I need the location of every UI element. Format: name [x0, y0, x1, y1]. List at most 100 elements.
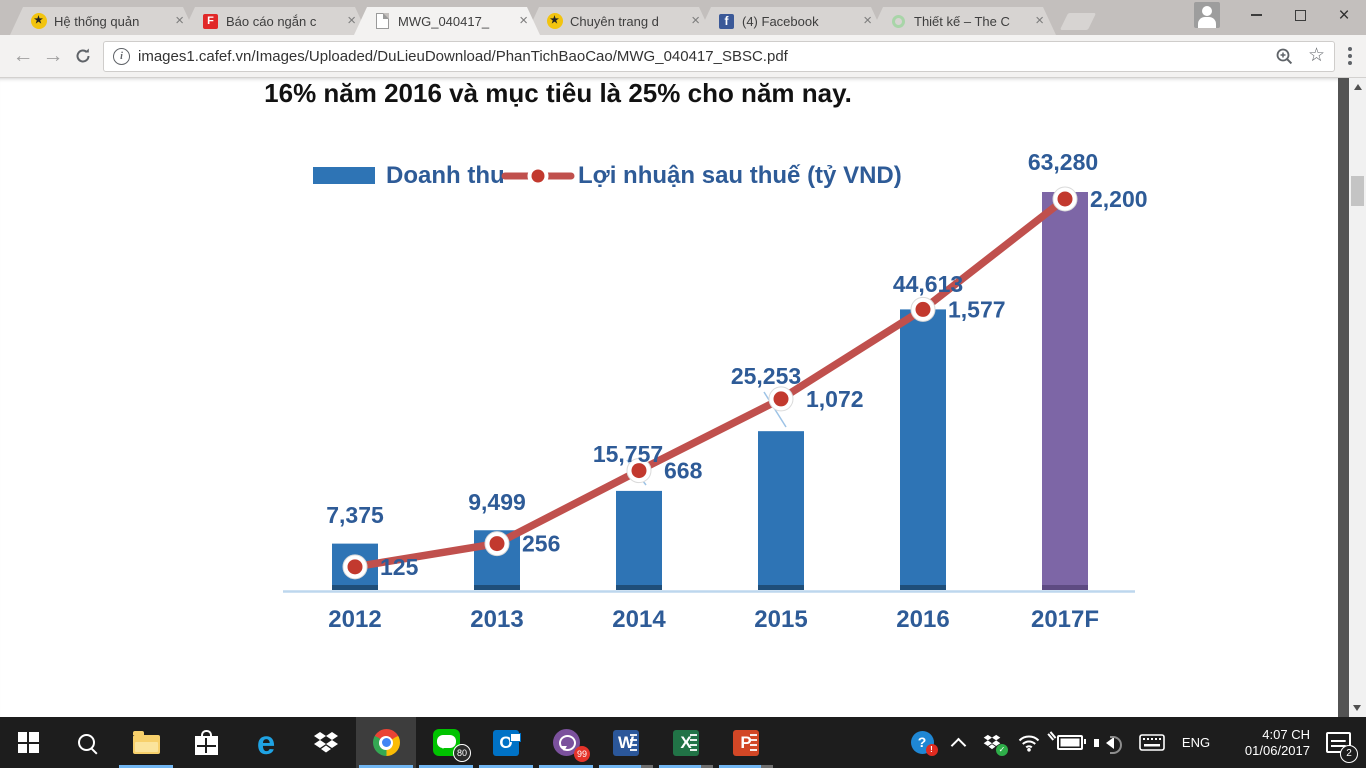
- flipboard-icon: F: [202, 13, 219, 30]
- svg-text:2015: 2015: [754, 606, 807, 633]
- action-center-button[interactable]: 2: [1312, 717, 1364, 768]
- svg-text:668: 668: [664, 458, 703, 484]
- taskbar-excel[interactable]: X: [656, 717, 716, 768]
- new-tab-button[interactable]: [1059, 13, 1097, 30]
- notification-badge: 2: [1340, 745, 1358, 763]
- taskbar-outlook[interactable]: O: [476, 717, 536, 768]
- taskbar-chrome-active[interactable]: [356, 717, 416, 768]
- tab-close-icon[interactable]: ×: [1035, 12, 1044, 29]
- minimize-button[interactable]: [1234, 1, 1278, 29]
- scrollbar-thumb[interactable]: [1351, 176, 1364, 206]
- tab-mwg-pdf-active[interactable]: MWG_040417_ ×: [354, 7, 540, 35]
- svg-text:9,499: 9,499: [468, 489, 526, 515]
- edge-icon: e: [256, 723, 276, 761]
- line-app-icon: [432, 729, 460, 756]
- restore-icon: [1294, 6, 1309, 21]
- tray-dropbox[interactable]: ✓: [974, 717, 1010, 768]
- green-ring-icon: [890, 13, 907, 30]
- profile-avatar[interactable]: [1194, 2, 1220, 28]
- vertical-scrollbar[interactable]: [1349, 78, 1366, 717]
- tab-thiet-ke[interactable]: Thiết kế – The C ×: [870, 7, 1056, 35]
- search-icon: [77, 734, 95, 751]
- tab-facebook[interactable]: f (4) Facebook ×: [698, 7, 884, 35]
- taskbar-viber[interactable]: 99: [536, 717, 596, 768]
- taskbar-search-button[interactable]: [56, 717, 116, 768]
- store-bag-icon: [194, 730, 218, 755]
- page-info-icon[interactable]: i: [113, 47, 130, 65]
- taskbar-dropbox[interactable]: [296, 717, 356, 768]
- zoom-in-icon[interactable]: [1275, 47, 1294, 66]
- clock[interactable]: 4:07 CH 01/06/2017: [1218, 717, 1312, 768]
- chrome-menu-icon[interactable]: [1348, 47, 1352, 65]
- tray-volume[interactable]: [1092, 717, 1130, 768]
- clock-time: 4:07 CH: [1262, 726, 1310, 742]
- forward-button[interactable]: →: [42, 44, 64, 67]
- viber-badge: 99: [574, 746, 590, 762]
- tab-close-icon[interactable]: ×: [519, 12, 528, 29]
- svg-text:2012: 2012: [328, 606, 381, 633]
- language-indicator[interactable]: ENG: [1181, 735, 1211, 750]
- tab-close-icon[interactable]: ×: [347, 12, 356, 29]
- tab-close-icon[interactable]: ×: [691, 12, 700, 29]
- document-icon: [374, 13, 391, 30]
- close-icon: ×: [1338, 4, 1350, 26]
- pdf-heading-text: 16% năm 2016 và mục tiêu là 25% cho năm …: [264, 78, 852, 108]
- powerpoint-icon: P: [733, 729, 759, 756]
- restore-button[interactable]: [1278, 1, 1322, 29]
- windows-taskbar: e 80 O 99 W X P ?: [0, 717, 1366, 768]
- line-badge: 80: [453, 744, 471, 762]
- svg-text:63,280: 63,280: [1028, 149, 1098, 175]
- svg-text:15,757: 15,757: [593, 441, 663, 467]
- taskbar-line[interactable]: 80: [416, 717, 476, 768]
- tab-close-icon[interactable]: ×: [175, 12, 184, 29]
- back-button[interactable]: ←: [12, 44, 34, 67]
- tab-title: Thiết kế – The C: [914, 13, 1010, 29]
- folder-icon: [132, 730, 160, 754]
- chrome-icon: [372, 729, 400, 756]
- minimize-icon: [1250, 14, 1262, 16]
- window-controls: ×: [1194, 0, 1366, 30]
- tray-help-button[interactable]: ?: [902, 717, 942, 768]
- wifi-icon: [1018, 735, 1040, 752]
- bookmark-star-icon[interactable]: ☆: [1307, 45, 1325, 66]
- svg-text:44,613: 44,613: [893, 271, 963, 297]
- taskbar-windows-store[interactable]: [176, 717, 236, 768]
- address-bar[interactable]: i images1.cafef.vn/Images/Uploaded/DuLie…: [103, 40, 1335, 72]
- outlook-icon: O: [493, 729, 521, 756]
- tab-bao-cao-ngan[interactable]: F Báo cáo ngắn c ×: [182, 7, 368, 35]
- svg-text:2013: 2013: [470, 606, 523, 633]
- taskbar-file-explorer[interactable]: [116, 717, 176, 768]
- tab-close-icon[interactable]: ×: [863, 12, 872, 29]
- system-tray: ? ✓: [902, 717, 1366, 768]
- start-button[interactable]: [0, 717, 56, 768]
- taskbar-word[interactable]: W: [596, 717, 656, 768]
- tab-title: Chuyên trang d: [570, 13, 659, 29]
- dropbox-synced-check-icon: ✓: [996, 744, 1008, 756]
- tab-he-thong-quan[interactable]: ★ Hệ thống quản ×: [10, 7, 196, 35]
- chevron-up-icon: [950, 737, 966, 753]
- excel-icon: X: [673, 729, 699, 756]
- tray-touch-keyboard[interactable]: [1130, 717, 1174, 768]
- url-text: images1.cafef.vn/Images/Uploaded/DuLieuD…: [138, 47, 788, 65]
- close-button[interactable]: ×: [1322, 1, 1366, 29]
- taskbar-powerpoint[interactable]: P: [716, 717, 776, 768]
- scroll-down-arrow[interactable]: [1353, 705, 1361, 711]
- svg-text:Lợi nhuận sau thuế (tỷ VND): Lợi nhuận sau thuế (tỷ VND): [578, 162, 902, 189]
- windows-logo-icon: [17, 732, 39, 753]
- scroll-up-arrow[interactable]: [1353, 84, 1362, 90]
- taskbar-edge[interactable]: e: [236, 717, 296, 768]
- tray-battery[interactable]: [1048, 717, 1092, 768]
- reload-icon: [76, 48, 90, 63]
- svg-text:1,577: 1,577: [948, 296, 1006, 322]
- runner-yellow-icon: ★: [30, 13, 47, 30]
- tray-wifi[interactable]: [1010, 717, 1048, 768]
- reload-button[interactable]: [68, 41, 98, 71]
- word-icon: W: [613, 729, 639, 756]
- facebook-icon: f: [718, 13, 735, 30]
- svg-text:125: 125: [380, 554, 419, 580]
- tab-title: (4) Facebook: [742, 13, 819, 29]
- tray-overflow-button[interactable]: [942, 717, 974, 768]
- tab-chuyen-trang[interactable]: ★ Chuyên trang d ×: [526, 7, 712, 35]
- svg-text:25,253: 25,253: [731, 363, 801, 389]
